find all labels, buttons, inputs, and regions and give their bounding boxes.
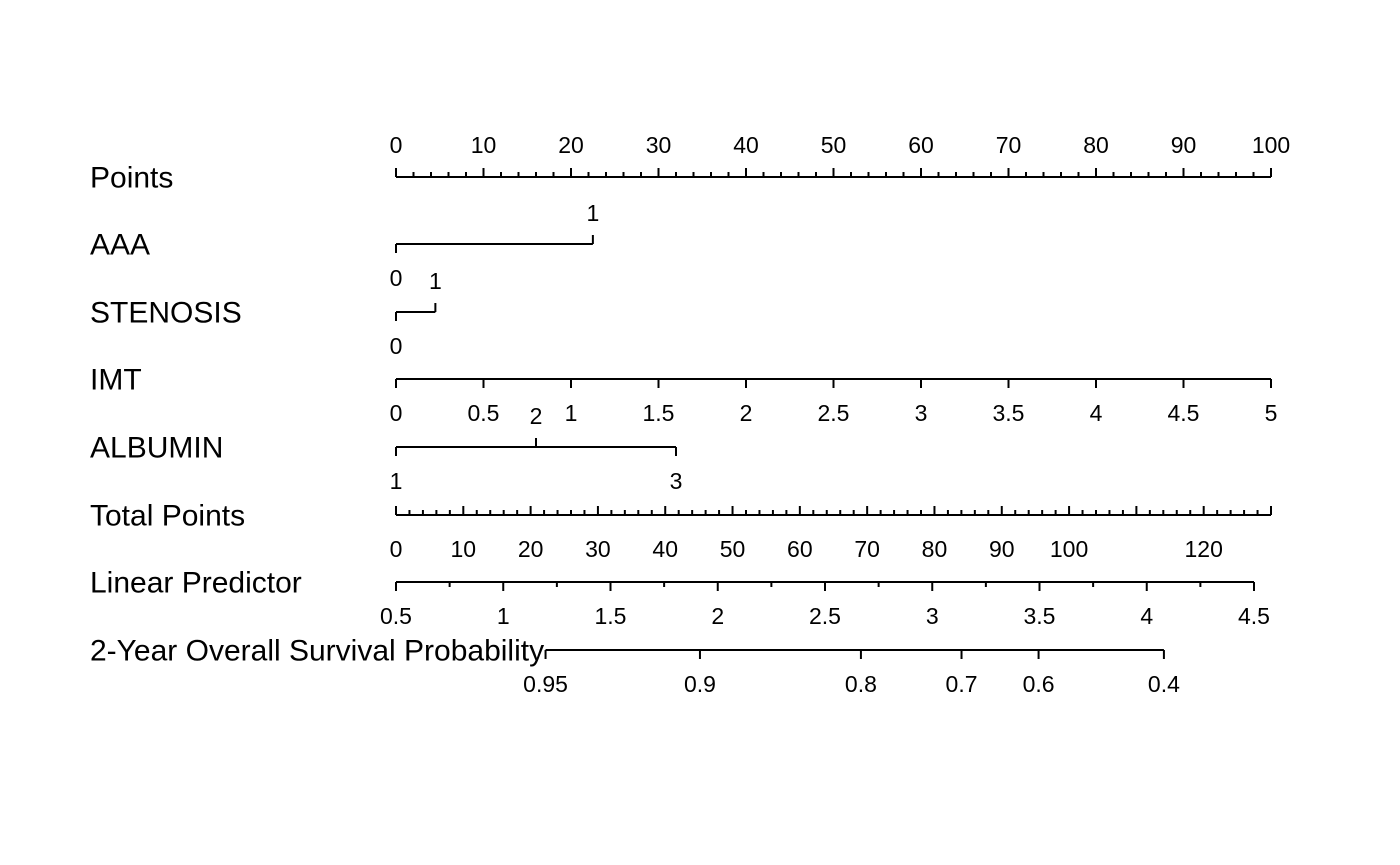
tick-label-linear-predictor: 2	[711, 603, 724, 629]
tick-label-points: 90	[1171, 132, 1197, 158]
level-label-stenosis: 1	[429, 268, 442, 294]
tick-label-points: 10	[471, 132, 497, 158]
tick-label-linear-predictor: 4.5	[1238, 603, 1270, 629]
tick-label-points: 100	[1252, 132, 1290, 158]
scale-linear_predictor: 0.5 1 1.5 2 2.5 3 3.5 4 4.5	[380, 581, 1270, 629]
row-label-linear_predictor: Linear Predictor	[90, 567, 302, 600]
scale-albumin: 123	[390, 403, 683, 494]
tick-label-total-points: 100	[1050, 536, 1088, 562]
tick-label-linear-predictor: 3.5	[1024, 603, 1056, 629]
level-label-aaa: 0	[390, 265, 403, 291]
tick-label-imt: 2.5	[818, 400, 850, 426]
tick-label-total-points: 80	[922, 536, 948, 562]
tick-label-survival: 0.9	[684, 671, 716, 697]
scale-total_points: 0 10 20 30 40 50 60 70 80 90 100 120	[390, 506, 1272, 562]
tick-label-points: 40	[733, 132, 759, 158]
tick-label-linear-predictor: 4	[1140, 603, 1153, 629]
level-label-albumin: 3	[670, 468, 683, 494]
tick-label-linear-predictor: 0.5	[380, 603, 412, 629]
scale-stenosis: 01	[390, 268, 442, 359]
tick-label-total-points: 70	[854, 536, 880, 562]
scale-points: 0 10 20 30 40 50 60 70 80 90 100	[390, 132, 1290, 178]
row-label-aaa: AAA	[90, 229, 150, 262]
tick-label-total-points: 20	[518, 536, 544, 562]
tick-label-linear-predictor: 1	[497, 603, 510, 629]
tick-label-survival: 0.4	[1148, 671, 1180, 697]
tick-label-points: 60	[908, 132, 934, 158]
row-label-points: Points	[90, 162, 173, 195]
tick-label-linear-predictor: 2.5	[809, 603, 841, 629]
tick-label-imt: 1.5	[643, 400, 675, 426]
tick-label-imt: 4.5	[1168, 400, 1200, 426]
tick-label-total-points: 120	[1185, 536, 1223, 562]
tick-label-points: 0	[390, 132, 403, 158]
tick-label-total-points: 50	[720, 536, 746, 562]
row-label-stenosis: STENOSIS	[90, 297, 242, 330]
row-label-albumin: ALBUMIN	[90, 432, 223, 465]
tick-label-linear-predictor: 1.5	[595, 603, 627, 629]
tick-label-survival: 0.7	[946, 671, 978, 697]
scale-survival: 0.95 0.9 0.8 0.7 0.6 0.4	[523, 649, 1180, 697]
tick-label-imt: 2	[740, 400, 753, 426]
tick-label-imt: 0	[390, 400, 403, 426]
tick-label-points: 50	[821, 132, 847, 158]
level-label-stenosis: 0	[390, 333, 403, 359]
level-label-albumin: 1	[390, 468, 403, 494]
tick-label-survival: 0.8	[845, 671, 877, 697]
tick-label-survival: 0.6	[1023, 671, 1055, 697]
row-labels: Points AAA STENOSIS IMT ALBUMIN Total Points L…	[90, 162, 544, 668]
tick-label-imt: 1	[565, 400, 578, 426]
tick-label-total-points: 90	[989, 536, 1015, 562]
tick-label-imt: 4	[1090, 400, 1103, 426]
scale-aaa: 01	[390, 200, 600, 291]
tick-label-imt: 3	[915, 400, 928, 426]
level-label-albumin: 2	[530, 403, 543, 429]
row-label-total_points: Total Points	[90, 500, 245, 533]
tick-label-total-points: 60	[787, 536, 813, 562]
tick-label-survival: 0.95	[523, 671, 568, 697]
row-label-imt: IMT	[90, 364, 142, 397]
tick-label-points: 30	[646, 132, 672, 158]
row-label-survival: 2-Year Overall Survival Probability	[90, 635, 544, 668]
scale-imt: 0 0.5 1 1.5 2 2.5 3 3.5 4 4.5 5	[390, 378, 1278, 426]
tick-label-points: 20	[558, 132, 584, 158]
tick-label-points: 70	[996, 132, 1022, 158]
level-label-aaa: 1	[586, 200, 599, 226]
tick-label-imt: 5	[1265, 400, 1278, 426]
tick-label-points: 80	[1083, 132, 1109, 158]
tick-label-imt: 0.5	[468, 400, 500, 426]
tick-label-total-points: 10	[451, 536, 477, 562]
tick-label-total-points: 0	[390, 536, 403, 562]
tick-label-imt: 3.5	[993, 400, 1025, 426]
tick-label-linear-predictor: 3	[926, 603, 939, 629]
tick-label-total-points: 40	[652, 536, 678, 562]
tick-label-total-points: 30	[585, 536, 611, 562]
